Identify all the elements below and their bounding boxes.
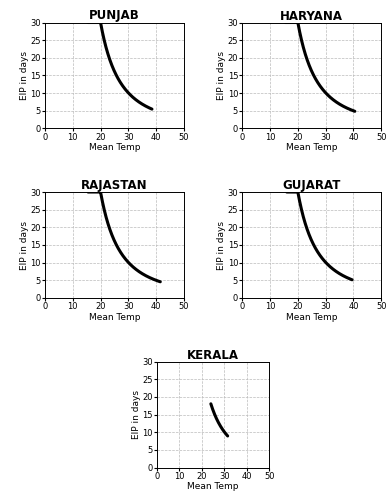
X-axis label: Mean Temp: Mean Temp — [187, 482, 239, 491]
Title: PUNJAB: PUNJAB — [89, 10, 140, 22]
Y-axis label: EIP in days: EIP in days — [20, 220, 29, 270]
X-axis label: Mean Temp: Mean Temp — [286, 312, 337, 322]
Y-axis label: EIP in days: EIP in days — [217, 51, 226, 100]
X-axis label: Mean Temp: Mean Temp — [89, 143, 140, 152]
Title: HARYANA: HARYANA — [280, 10, 343, 22]
Y-axis label: EIP in days: EIP in days — [132, 390, 141, 439]
Y-axis label: EIP in days: EIP in days — [20, 51, 29, 100]
Title: KERALA: KERALA — [187, 348, 239, 362]
X-axis label: Mean Temp: Mean Temp — [89, 312, 140, 322]
Title: RAJASTAN: RAJASTAN — [81, 179, 148, 192]
Title: GUJARAT: GUJARAT — [283, 179, 341, 192]
Y-axis label: EIP in days: EIP in days — [217, 220, 226, 270]
X-axis label: Mean Temp: Mean Temp — [286, 143, 337, 152]
